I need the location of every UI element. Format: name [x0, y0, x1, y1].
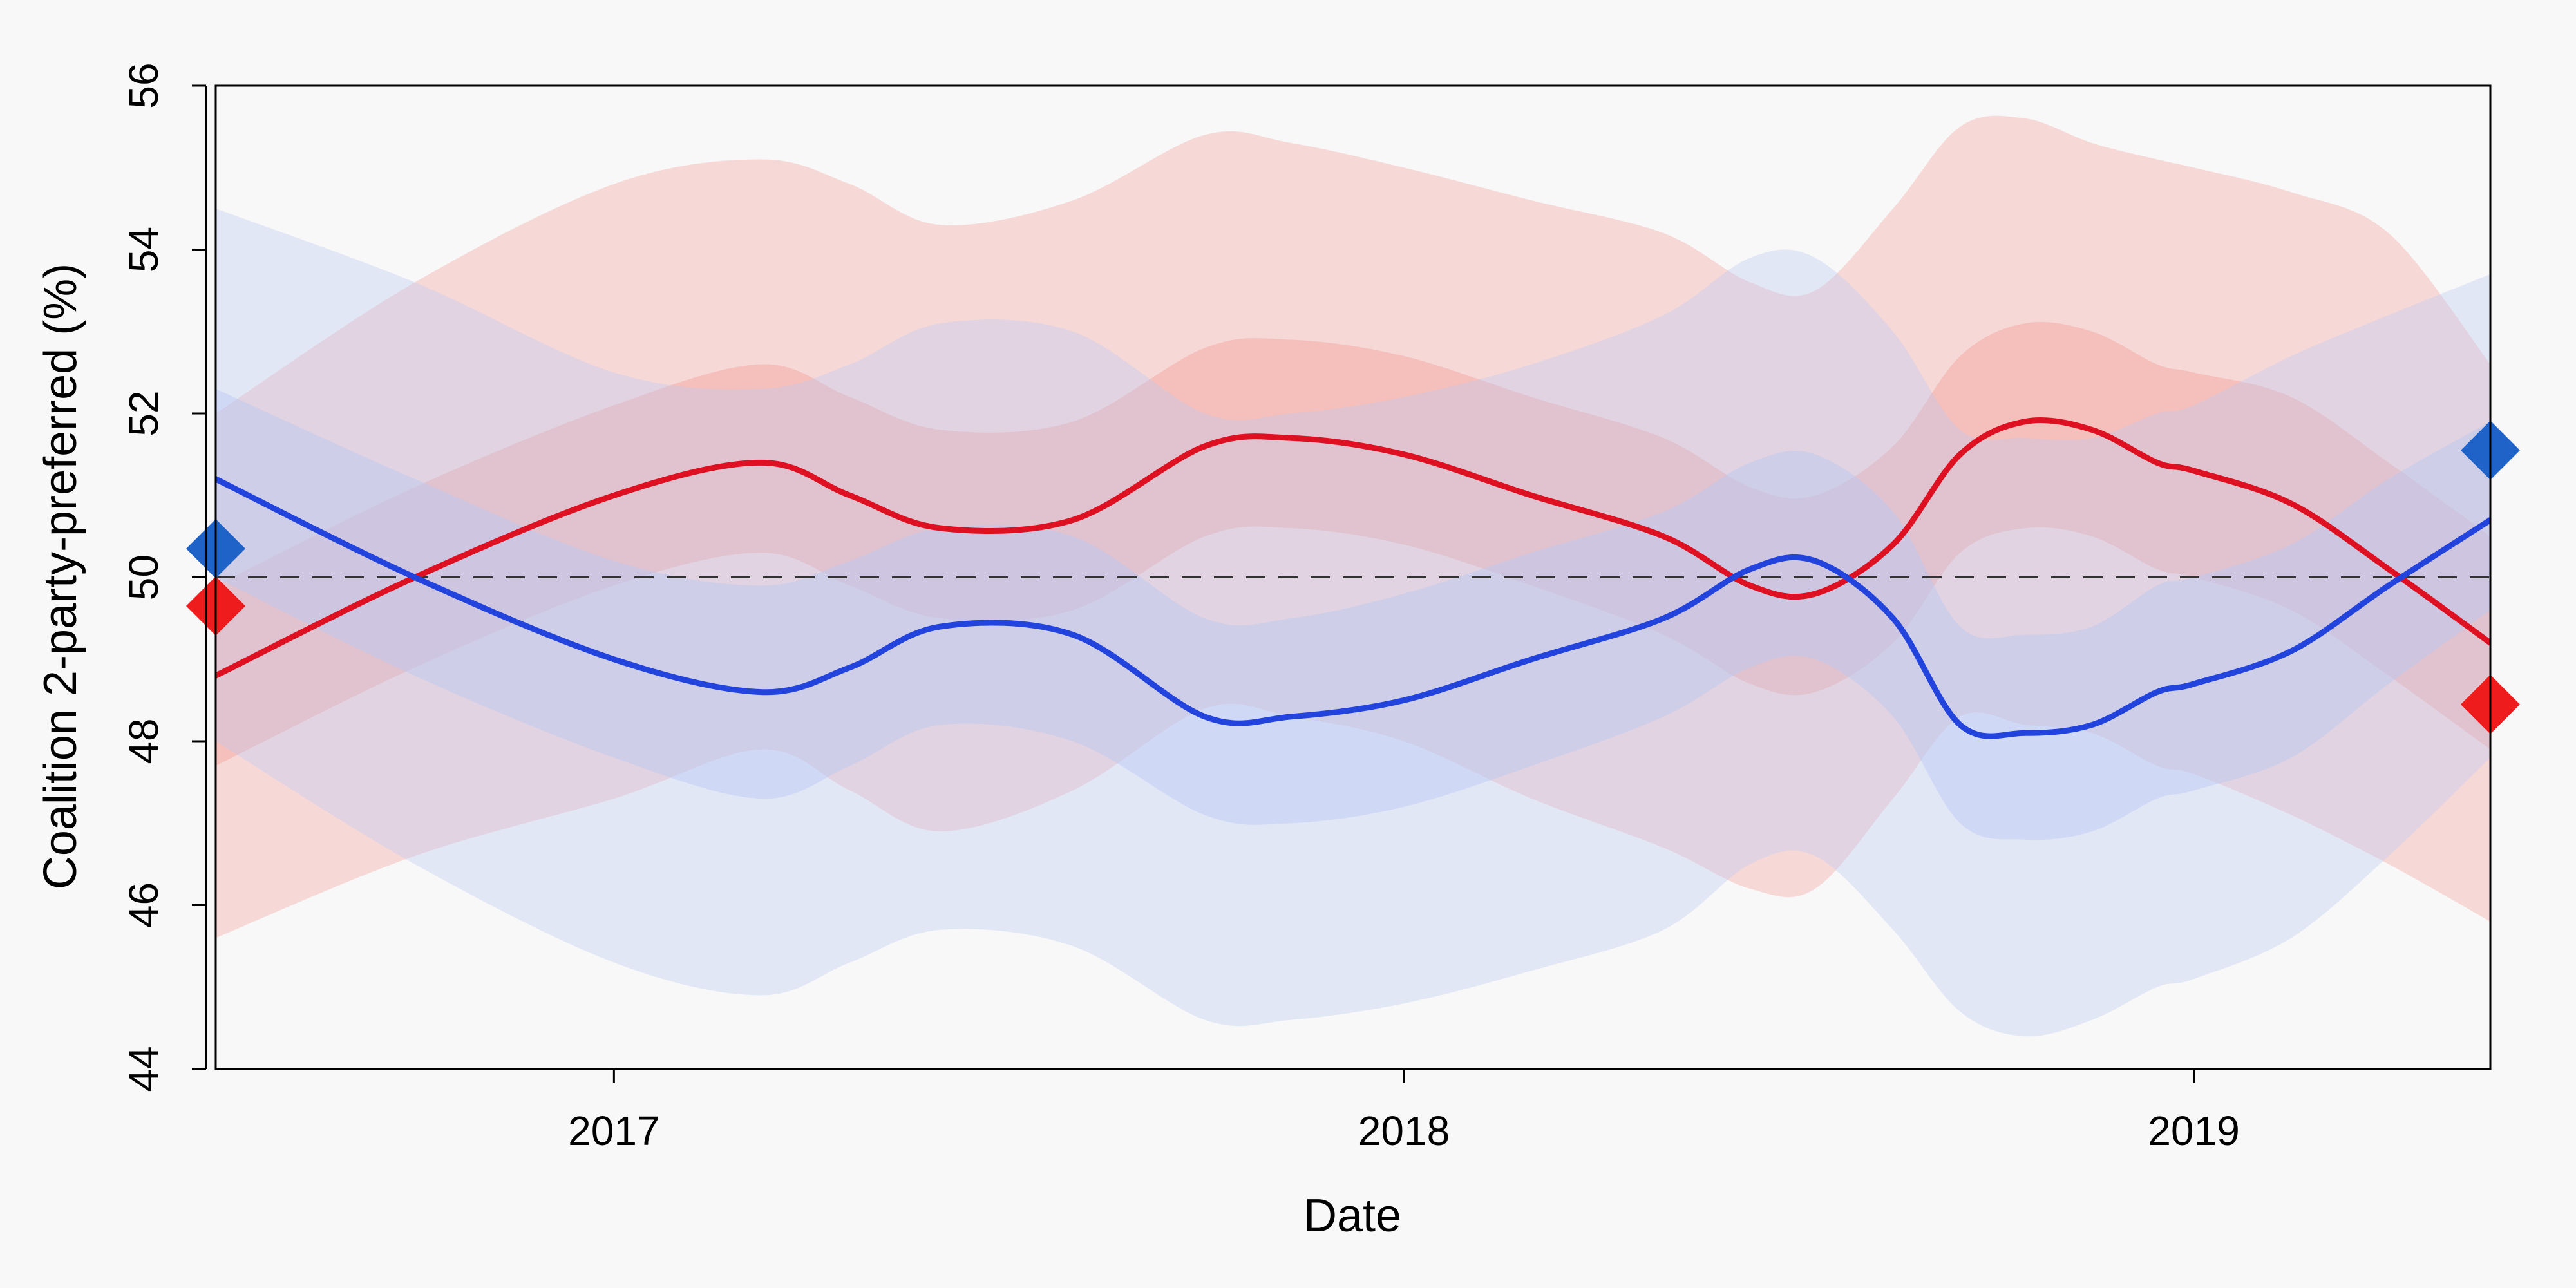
y-axis-title: Coalition 2-party-preferred (%) — [35, 263, 86, 889]
x-tick-label: 2018 — [1358, 1108, 1450, 1154]
series-1-line — [216, 476, 2490, 739]
y-tick-label: 56 — [120, 62, 167, 108]
uncertainty-bands — [216, 115, 2490, 1037]
series-0-band-50 — [216, 321, 2490, 766]
series-0-band-95 — [216, 115, 2490, 938]
y-axis: 44 46 48 50 52 54 56 — [120, 62, 207, 1092]
y-tick-label: 48 — [120, 718, 167, 764]
series-1-band-95 — [216, 208, 2490, 1037]
y-tick-label: 44 — [120, 1046, 167, 1092]
y-tick-label: 46 — [120, 882, 167, 928]
series-0-line — [216, 417, 2490, 679]
series-lines — [216, 417, 2490, 739]
y-tick-label: 52 — [120, 390, 167, 436]
x-axis-title: Date — [1303, 1190, 1401, 1242]
x-tick-label: 2017 — [568, 1108, 659, 1154]
series-1-band-50 — [216, 388, 2490, 840]
y-tick-label: 50 — [120, 554, 167, 600]
x-tick-label: 2019 — [2148, 1108, 2239, 1154]
x-axis: 2017 2018 2019 — [216, 1068, 2490, 1154]
y-tick-label: 54 — [120, 227, 167, 272]
